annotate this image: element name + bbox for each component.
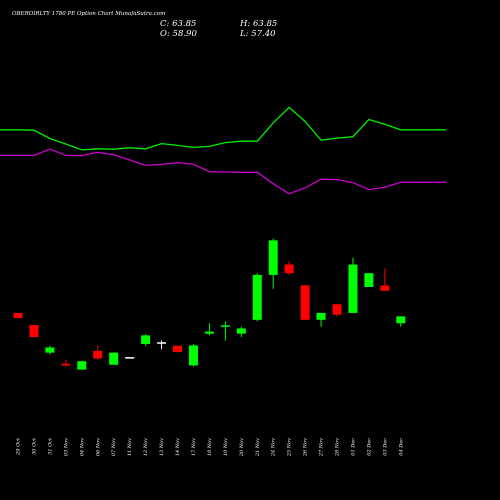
candle-body	[109, 352, 119, 365]
x-tick-label: 18 Nov	[207, 438, 213, 456]
candle-body	[188, 345, 198, 366]
high-value: H: 63.85	[240, 19, 278, 29]
x-tick-label: 28 Nov	[335, 438, 341, 457]
candle-body	[220, 325, 230, 327]
candle-body	[45, 347, 55, 353]
candle-body	[364, 273, 374, 287]
candle-body	[316, 312, 326, 320]
candle-body	[13, 312, 23, 319]
candle-body	[284, 264, 294, 274]
x-tick-label: 12 Nov	[143, 438, 149, 456]
candle-body	[125, 357, 135, 359]
x-tick-label: 07 Nov	[111, 438, 117, 456]
candle-body	[332, 304, 342, 315]
candle-body	[380, 285, 390, 291]
x-tick-label: 27 Nov	[319, 438, 325, 457]
x-tick-label: 01 Dec	[350, 438, 356, 456]
candle-body	[157, 342, 167, 344]
open-value: O: 58.90	[160, 29, 197, 39]
candle-body	[61, 363, 71, 366]
candle-body	[141, 335, 151, 344]
x-tick-label: 21 Nov	[255, 438, 261, 457]
candle-body	[93, 350, 103, 359]
x-tick-label: 25 Nov	[287, 438, 293, 457]
ema-long-line	[0, 148, 446, 195]
candle-body	[348, 264, 358, 313]
chart-title: OBEROIRLTY 1780 PE Option Chart MunafaSu…	[12, 11, 166, 17]
candle-body	[236, 328, 246, 334]
x-tick-label: 30 Oct	[31, 437, 37, 455]
ema-short-line	[0, 106, 446, 151]
candle-body	[268, 240, 278, 275]
x-tick-label: 17 Nov	[191, 438, 197, 456]
x-tick-label: 11 Nov	[127, 438, 133, 456]
candle-body	[29, 325, 39, 338]
x-tick-label: 29 Oct	[16, 437, 22, 456]
x-tick-label: 03 Dec	[382, 438, 388, 456]
x-tick-label: 03 Nov	[63, 438, 69, 456]
candle-body	[300, 285, 310, 320]
candle-body	[77, 361, 87, 370]
candle-body	[252, 274, 262, 320]
candle-body	[204, 331, 214, 334]
x-tick-label: 31 Oct	[47, 437, 53, 455]
x-tick-label: 24 Nov	[271, 438, 277, 457]
close-value: C: 63.85	[160, 19, 197, 29]
x-tick-label: 20 Nov	[239, 438, 245, 457]
candle-body	[173, 345, 182, 352]
x-tick-label: 19 Nov	[223, 438, 229, 456]
x-tick-label: 06 Nov	[95, 438, 101, 456]
x-tick-label: 26 Nov	[303, 438, 309, 457]
x-tick-label: 13 Nov	[159, 438, 165, 456]
x-tick-label: 04 Dec	[398, 438, 404, 456]
candle-body	[396, 316, 406, 324]
x-tick-label: 04 Nov	[79, 438, 85, 456]
x-tick-label: 14 Nov	[175, 438, 181, 456]
low-value: L: 57.40	[240, 29, 276, 39]
x-tick-label: 02 Dec	[366, 438, 372, 456]
